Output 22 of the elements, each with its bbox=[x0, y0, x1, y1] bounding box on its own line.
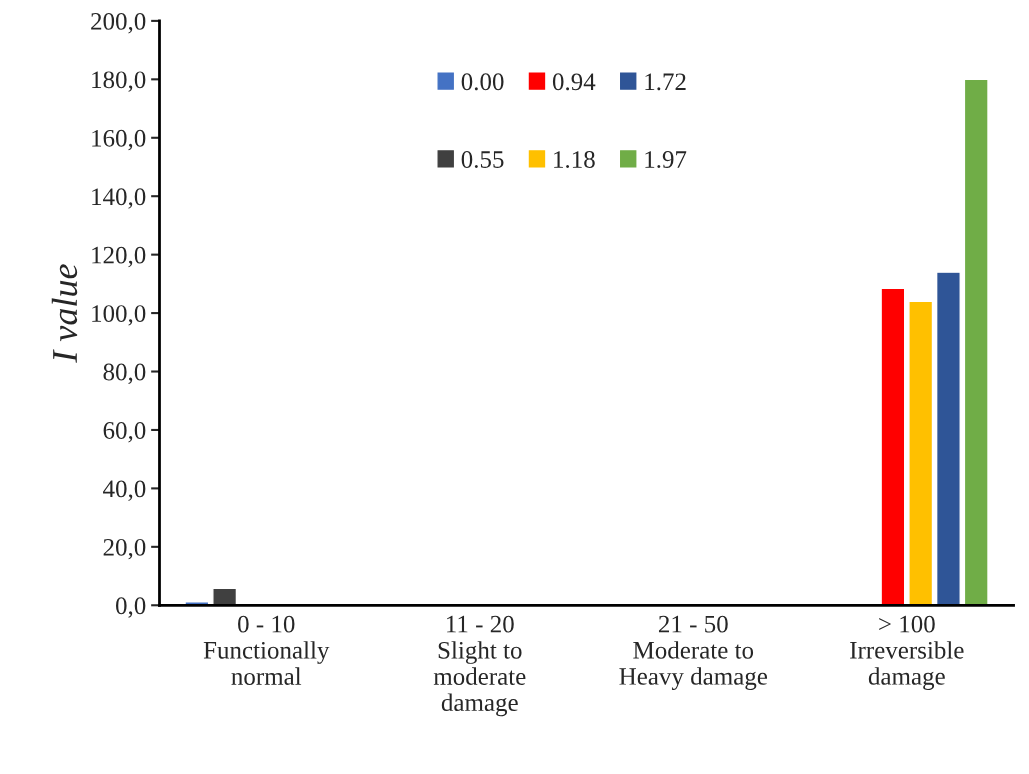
y-tick-label: 60,0 bbox=[103, 422, 146, 443]
x-tick-label: 0 - 10 Functionally normal bbox=[203, 615, 330, 685]
legend-label: 0.94 bbox=[552, 73, 596, 91]
legend-label: 1.18 bbox=[554, 151, 595, 168]
y-tick-label: 200,0 bbox=[91, 12, 146, 34]
y-tick-label: 80,0 bbox=[103, 363, 146, 385]
legend-label: 0.00 bbox=[461, 73, 504, 91]
legend-label: 0.55 bbox=[461, 151, 504, 168]
y-tick-label: 0,0 bbox=[116, 597, 146, 618]
y-tick-label: 40,0 bbox=[103, 480, 146, 501]
y-tick-label: 160,0 bbox=[92, 129, 146, 151]
y-tick-label: 140,0 bbox=[92, 188, 146, 209]
x-tick-label: 21 - 50 Moderate to Heavy damage bbox=[619, 615, 768, 691]
y-tick-label: 180,0 bbox=[92, 71, 146, 92]
legend-label: 1.72 bbox=[645, 73, 686, 91]
x-tick-label: > 100 Irreversible damage bbox=[850, 615, 964, 691]
x-tick-label: 11 - 20 Slight to moderate damage bbox=[433, 615, 526, 717]
y-tick-label: 100,0 bbox=[92, 305, 146, 326]
y-tick-label: 20,0 bbox=[103, 538, 146, 560]
legend-label: 1.97 bbox=[645, 151, 687, 168]
y-tick-label: 120,0 bbox=[92, 246, 146, 268]
y-axis-title: I value bbox=[51, 264, 78, 363]
